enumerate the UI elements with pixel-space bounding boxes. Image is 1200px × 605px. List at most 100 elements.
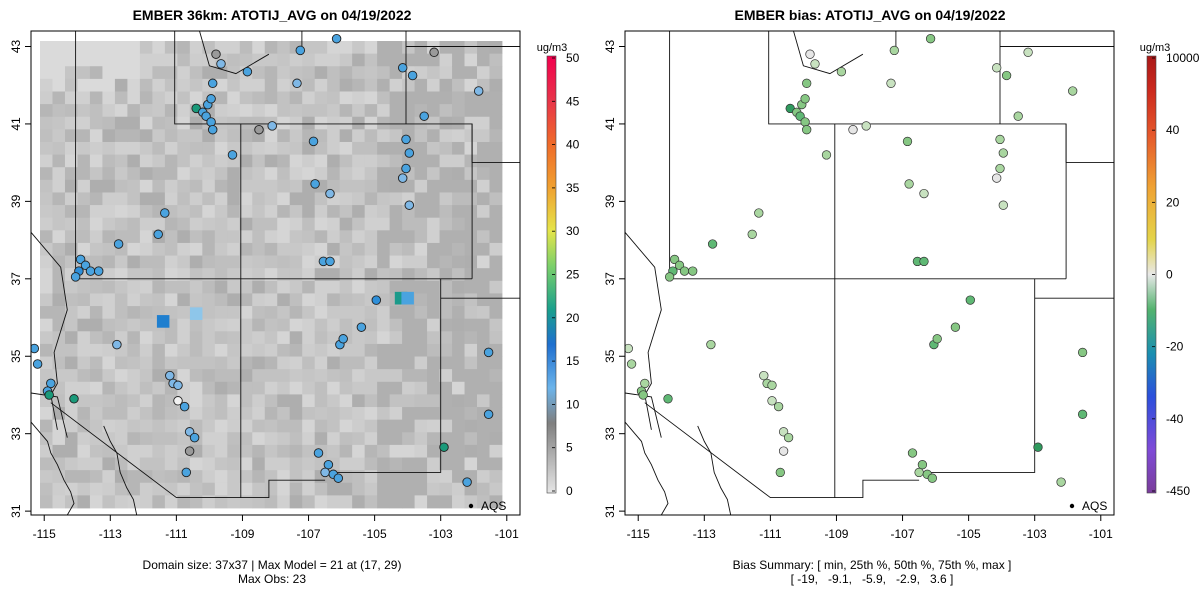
grid-cell [189,457,203,471]
grid-cell [227,255,241,269]
grid-cell [214,91,228,105]
grid-cell [152,369,166,383]
grid-cell [40,343,53,357]
grid-cell [40,444,53,458]
grid-cell [214,104,228,118]
grid-cell [114,154,128,168]
grid-cell [427,381,440,395]
grid-cell [452,255,465,269]
grid-cell [214,482,228,496]
grid-cell [77,419,91,433]
grid-cell [439,495,453,509]
grid-cell [339,318,353,332]
grid-cell [164,331,178,345]
grid-cell [339,242,353,256]
obs-station-marker [189,432,200,443]
grid-cell [452,242,465,256]
grid-cell [77,217,91,231]
grid-cell [489,495,503,509]
grid-cell [427,457,440,471]
grid-cell [77,381,91,395]
grid-cell [364,432,378,446]
obs-station-marker [93,266,104,276]
grid-cell [364,104,378,118]
grid-cell [289,306,303,320]
grid-cell [264,129,278,143]
grid-cell [102,369,116,383]
grid-cell [152,457,166,471]
grid-cell [339,407,353,421]
grid-cell [402,116,415,130]
grid-cell [139,129,153,143]
grid-cell [439,331,453,345]
grid-cell [339,217,353,231]
grid-cell [189,369,203,383]
grid-cell [77,129,91,143]
grid-cell [389,41,403,55]
grid-cell [389,116,403,130]
grid-cell [139,104,153,118]
grid-cell [77,230,91,244]
y-tick-label: 43 [603,39,617,53]
grid-cell [452,457,465,471]
grid-cell [477,217,490,231]
grid-cell [427,205,440,219]
grid-cell [314,205,328,219]
grid-cell [202,495,216,509]
bias-station-marker [783,432,794,443]
grid-cell [64,242,78,256]
grid-cell [314,343,328,357]
grid-cell [414,242,428,256]
bias-station-marker [773,401,784,412]
grid-cell [227,192,241,206]
grid-cell [164,230,178,244]
grid-cell [114,356,128,370]
obs-station-marker [310,179,320,189]
grid-cell [289,343,303,357]
grid-cell [189,66,203,80]
grid-cell [264,268,278,282]
grid-cell [402,91,415,105]
grid-cell [252,167,266,181]
grid-cell [489,255,503,269]
grid-cell [427,470,440,484]
obs-station-marker [407,70,418,81]
grid-cell [452,66,465,80]
grid-cell [177,482,191,496]
grid-cell [414,167,428,181]
grid-cell [127,381,141,395]
obs-station-marker [70,272,81,282]
grid-cell [402,444,415,458]
grid-cell [464,280,478,294]
grid-cell [314,318,328,332]
grid-cell [52,318,66,332]
grid-cell [227,444,241,458]
grid-cell [177,53,191,67]
grid-cell [102,318,116,332]
grid-cell [114,394,128,408]
right-colorbar-unit: ug/m3 [1140,42,1171,54]
grid-cell [464,457,478,471]
grid-cell [314,394,328,408]
grid-cell [489,369,503,383]
grid-cell [464,78,478,92]
grid-cell [314,66,328,80]
grid-cell [439,230,453,244]
grid-cell [464,293,478,307]
grid-cell [40,280,53,294]
grid-cell [89,407,103,421]
grid-cell [89,104,103,118]
grid-cell [339,394,353,408]
model-hotspot-cell [189,307,203,320]
grid-cell [164,116,178,130]
obs-station-marker [473,86,484,96]
grid-cell [227,167,241,181]
grid-cell [377,293,391,307]
grid-cell [327,407,341,421]
grid-cell [102,167,116,181]
grid-cell [52,293,66,307]
grid-cell [264,381,278,395]
grid-cell [114,482,128,496]
grid-cell [327,141,341,155]
left-y-axis: 43 41 39 37 35 33 31 [9,39,31,518]
